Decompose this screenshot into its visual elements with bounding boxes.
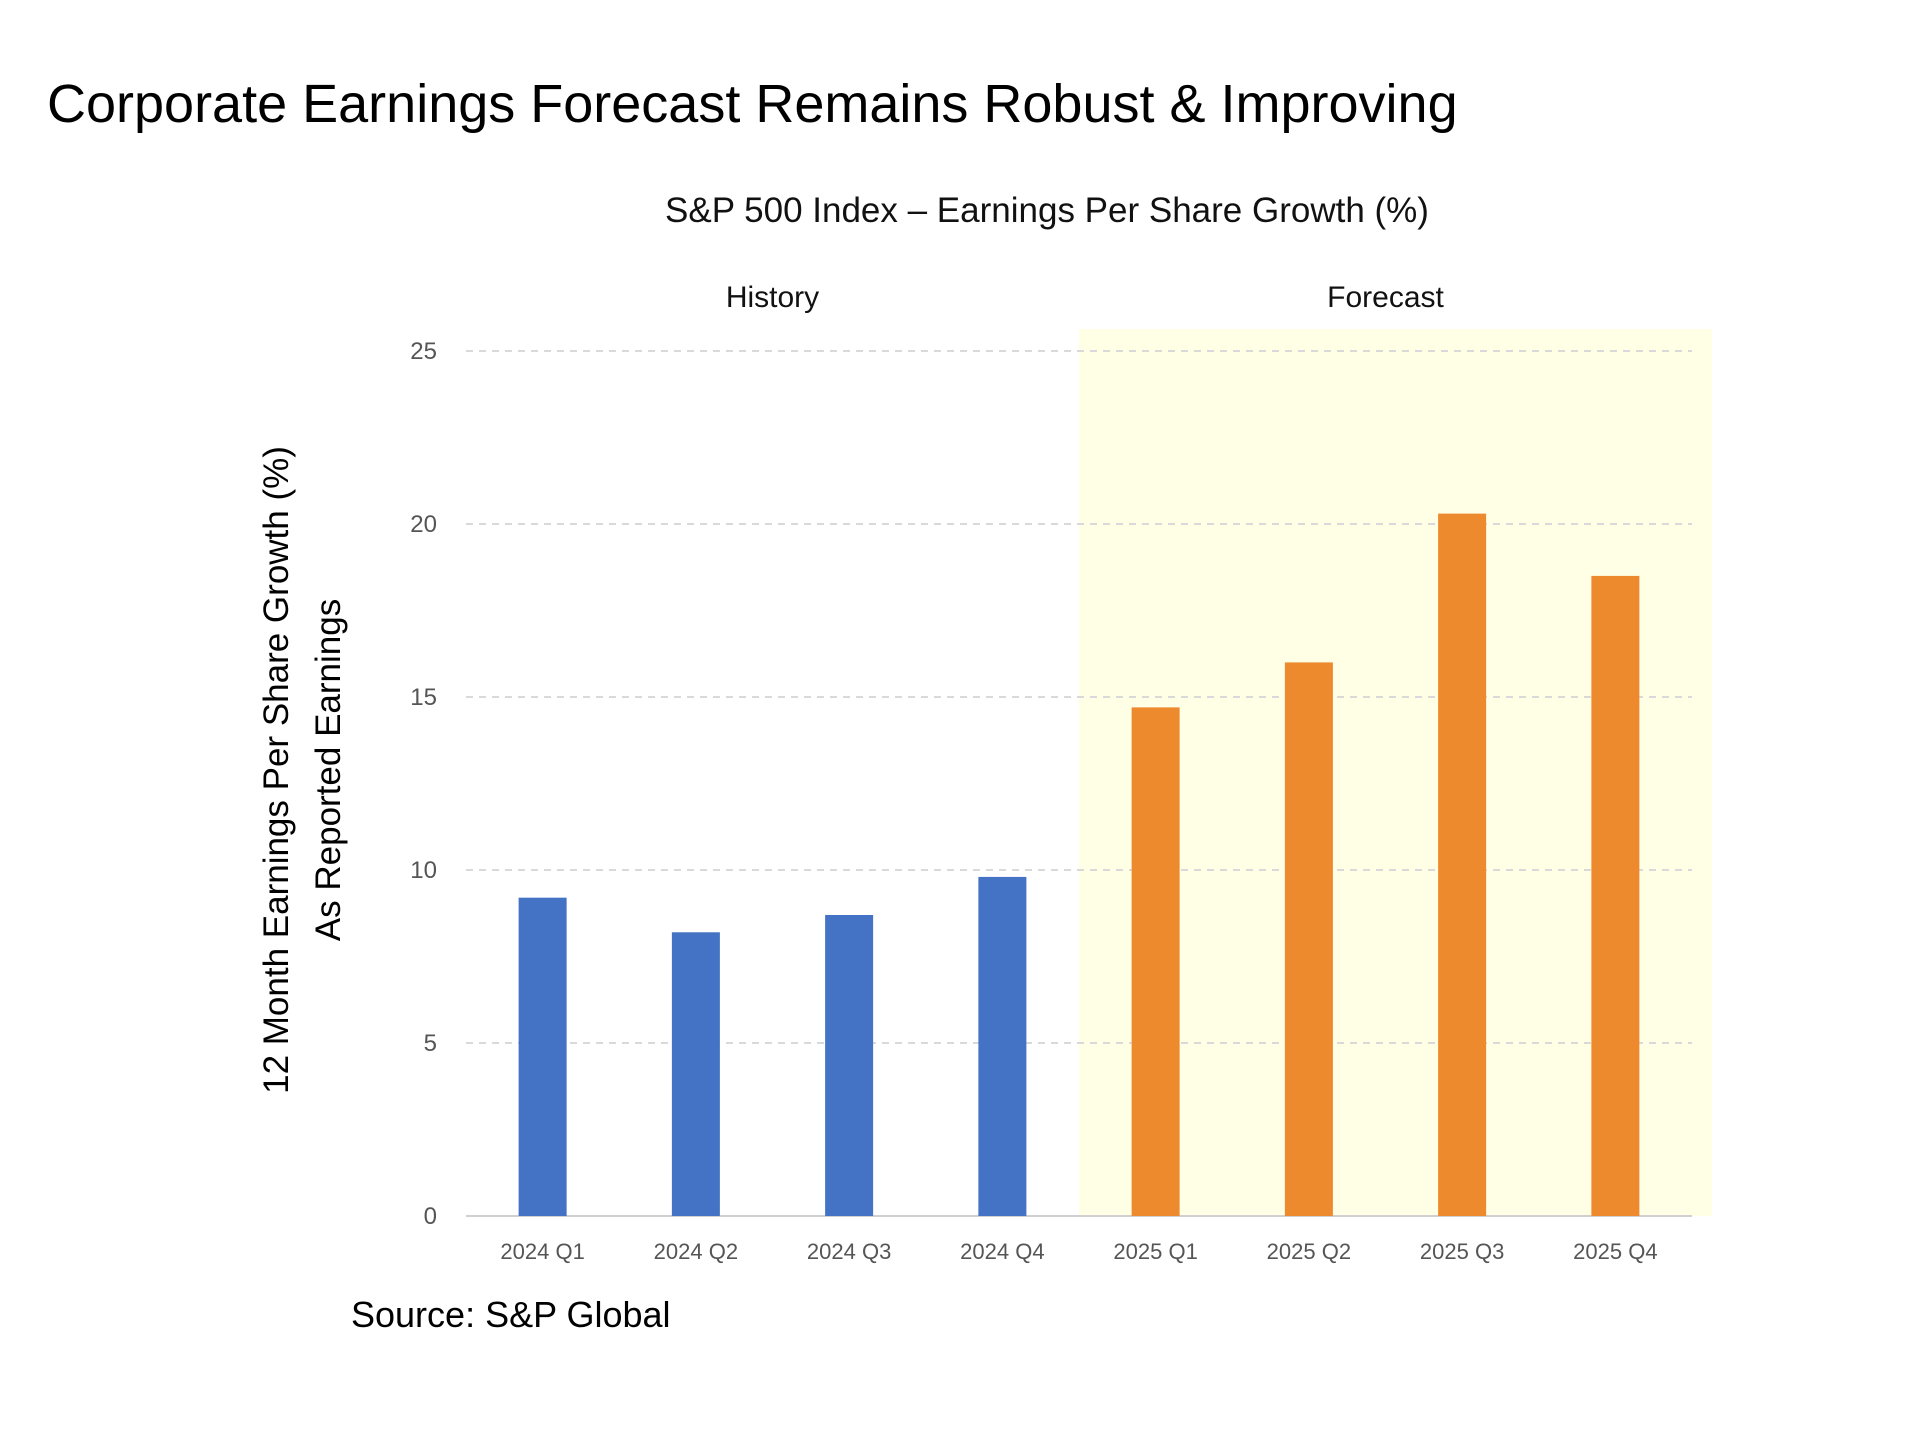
gridlines: 0 5 10 15 20 25 xyxy=(410,338,1692,1230)
x-tick-label: 2025 Q1 xyxy=(1113,1239,1197,1264)
bar-2025-q2 xyxy=(1284,662,1333,1216)
region-label-history: History xyxy=(726,281,819,314)
x-tick-labels: 2024 Q1 2024 Q2 2024 Q3 2024 Q4 2025 Q1 2025 … xyxy=(500,1239,1657,1264)
x-tick-label: 2025 Q2 xyxy=(1267,1239,1351,1264)
bar-2025-q3 xyxy=(1438,513,1487,1216)
x-tick-label: 2024 Q2 xyxy=(654,1239,738,1264)
y-tick-label: 10 xyxy=(410,857,437,884)
page-title: Corporate Earnings Forecast Remains Robu… xyxy=(47,74,1458,134)
y-tick-label: 0 xyxy=(424,1203,437,1230)
bars xyxy=(518,513,1640,1216)
x-tick-label: 2025 Q4 xyxy=(1573,1239,1657,1264)
y-axis-label-line1: 12 Month Earnings Per Share Growth (%) xyxy=(257,446,296,1094)
x-tick-label: 2024 Q3 xyxy=(807,1239,891,1264)
regions: History Forecast xyxy=(726,281,1712,1216)
bar-2024-q4 xyxy=(978,876,1027,1216)
x-tick-label: 2024 Q1 xyxy=(500,1239,584,1264)
y-tick-label: 5 xyxy=(424,1030,437,1057)
bar-2024-q1 xyxy=(518,897,567,1216)
source-note: Source: S&P Global xyxy=(351,1294,671,1335)
y-axis-label: 12 Month Earnings Per Share Growth (%) A… xyxy=(257,446,348,1094)
region-label-forecast: Forecast xyxy=(1327,281,1444,314)
y-tick-label: 20 xyxy=(410,511,437,538)
y-tick-label: 15 xyxy=(410,684,437,711)
bar-2025-q1 xyxy=(1131,707,1180,1216)
bar-2025-q4 xyxy=(1591,575,1640,1216)
bar-2024-q2 xyxy=(671,932,720,1216)
x-tick-label: 2025 Q3 xyxy=(1420,1239,1504,1264)
y-tick-label: 25 xyxy=(410,338,437,365)
y-axis-label-line2: As Reported Earnings xyxy=(309,599,348,941)
bar-2024-q3 xyxy=(825,914,874,1216)
chart-title: S&P 500 Index – Earnings Per Share Growt… xyxy=(665,191,1429,230)
x-tick-label: 2024 Q4 xyxy=(960,1239,1044,1264)
